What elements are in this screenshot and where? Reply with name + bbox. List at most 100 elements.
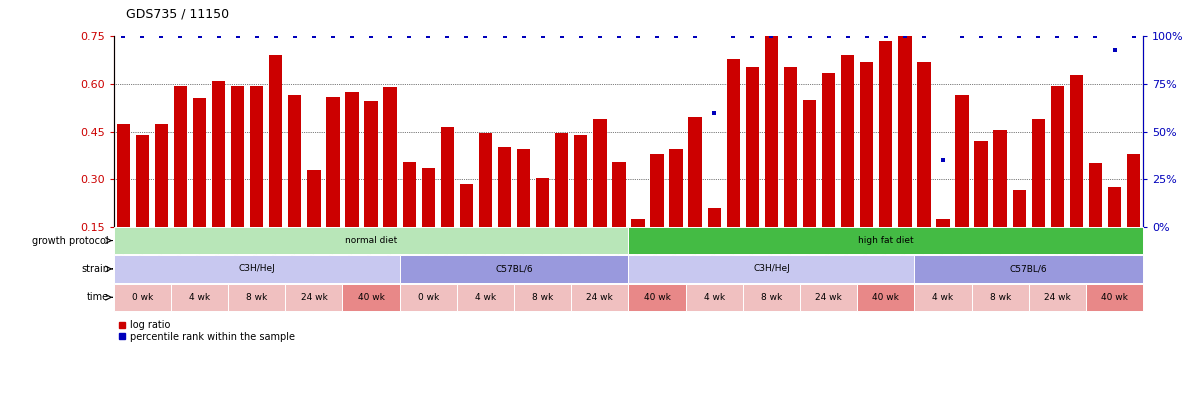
Bar	[498, 147, 511, 275]
Text: C3H/HeJ: C3H/HeJ	[238, 264, 275, 273]
Bar	[917, 62, 930, 275]
Point	[972, 33, 991, 40]
Bar	[746, 66, 759, 275]
Bar	[1013, 190, 1026, 275]
Text: 40 wk: 40 wk	[1101, 293, 1128, 302]
Point	[323, 33, 342, 40]
Bar	[994, 130, 1007, 275]
Point	[761, 33, 780, 40]
Bar	[612, 162, 626, 275]
Bar	[803, 100, 816, 275]
Point	[247, 33, 266, 40]
Bar	[974, 141, 988, 275]
Bar	[402, 162, 415, 275]
Text: C3H/HeJ: C3H/HeJ	[753, 264, 790, 273]
Bar	[308, 170, 321, 275]
Bar	[859, 62, 874, 275]
Point	[381, 33, 400, 40]
Point	[1086, 33, 1105, 40]
Point	[1067, 33, 1086, 40]
Text: 4 wk: 4 wk	[475, 293, 496, 302]
Bar	[345, 92, 359, 275]
Point	[628, 33, 648, 40]
Bar	[250, 85, 263, 275]
Point	[1009, 33, 1028, 40]
Point	[514, 33, 533, 40]
Bar	[174, 85, 187, 275]
Bar	[288, 95, 302, 275]
Text: 0 wk: 0 wk	[132, 293, 153, 302]
Bar	[193, 98, 206, 275]
Bar	[1051, 85, 1064, 275]
Point	[857, 33, 876, 40]
Bar	[231, 85, 244, 275]
Bar	[1108, 187, 1122, 275]
Point	[648, 33, 667, 40]
Text: GDS735 / 11150: GDS735 / 11150	[126, 7, 229, 20]
Text: strain: strain	[81, 264, 109, 274]
Point	[934, 157, 953, 164]
Point	[342, 33, 361, 40]
Text: 24 wk: 24 wk	[300, 293, 327, 302]
Bar	[955, 95, 968, 275]
Bar	[669, 149, 682, 275]
Bar	[727, 59, 740, 275]
Bar	[212, 81, 225, 275]
Point	[266, 33, 285, 40]
Point	[114, 33, 133, 40]
Point	[819, 33, 838, 40]
Point	[304, 33, 323, 40]
Bar	[135, 135, 148, 275]
Point	[724, 33, 743, 40]
Bar	[936, 219, 949, 275]
Bar	[1032, 119, 1045, 275]
Point	[743, 33, 762, 40]
Point	[1124, 33, 1143, 40]
Point	[438, 33, 457, 40]
Bar	[479, 133, 492, 275]
Bar	[364, 102, 378, 275]
Text: 4 wk: 4 wk	[932, 293, 954, 302]
Text: 0 wk: 0 wk	[418, 293, 439, 302]
Point	[285, 33, 304, 40]
Point	[190, 33, 209, 40]
Text: 40 wk: 40 wk	[358, 293, 384, 302]
Bar	[383, 87, 396, 275]
Text: 40 wk: 40 wk	[873, 293, 899, 302]
Text: C57BL/6: C57BL/6	[496, 264, 533, 273]
Point	[457, 33, 476, 40]
Bar	[822, 73, 836, 275]
Text: 8 wk: 8 wk	[761, 293, 782, 302]
Text: growth protocol: growth protocol	[32, 236, 109, 245]
Point	[780, 33, 800, 40]
Point	[533, 33, 552, 40]
Bar	[784, 66, 797, 275]
Point	[133, 33, 152, 40]
Point	[876, 33, 895, 40]
Point	[419, 33, 438, 40]
Text: 24 wk: 24 wk	[815, 293, 841, 302]
Point	[361, 33, 381, 40]
Text: 8 wk: 8 wk	[990, 293, 1010, 302]
Point	[915, 33, 934, 40]
Bar	[765, 30, 778, 275]
Bar	[116, 124, 130, 275]
Bar	[536, 178, 549, 275]
Bar	[707, 208, 721, 275]
Text: 4 wk: 4 wk	[704, 293, 724, 302]
Bar	[898, 32, 912, 275]
Text: 8 wk: 8 wk	[247, 293, 267, 302]
Point	[571, 33, 590, 40]
Bar	[879, 41, 893, 275]
Point	[1028, 33, 1047, 40]
Point	[552, 33, 571, 40]
Bar	[631, 219, 645, 275]
Bar	[154, 124, 168, 275]
Text: time: time	[87, 292, 109, 302]
Point	[667, 33, 686, 40]
Point	[838, 33, 857, 40]
Point	[171, 33, 190, 40]
Point	[476, 33, 496, 40]
Text: normal diet: normal diet	[345, 236, 397, 245]
Text: high fat diet: high fat diet	[858, 236, 913, 245]
